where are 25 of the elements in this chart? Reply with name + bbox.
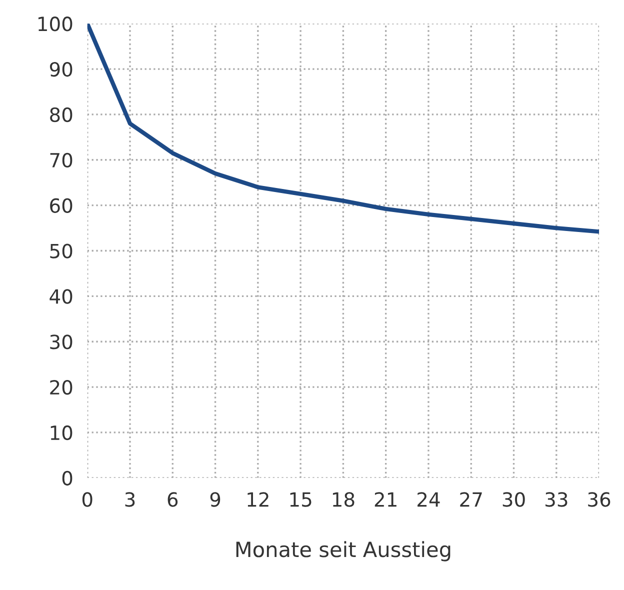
x-tick-label: 3	[125, 492, 135, 507]
x-tick-label: 33	[546, 492, 568, 507]
y-tick-label: 70	[50, 152, 72, 168]
y-tick-label: 50	[50, 244, 72, 258]
x-tick-label: 36	[588, 492, 610, 507]
x-tick-label: 30	[502, 492, 525, 507]
y-tick-label: 20	[50, 380, 72, 395]
x-tick-label: 6	[168, 492, 178, 507]
x-tick-label: 9	[210, 492, 220, 507]
x-tick-label: 18	[332, 492, 354, 507]
y-tick-label: 40	[50, 289, 72, 304]
x-tick-label: 0	[82, 492, 92, 507]
x-tick-label: 24	[418, 492, 440, 507]
y-tick-label: 0	[62, 470, 72, 486]
y-tick-label: 30	[50, 334, 72, 350]
x-tick-label: 12	[248, 492, 268, 507]
y-tick-label: 90	[50, 62, 72, 77]
x-tick-label: 27	[460, 492, 482, 507]
x-tick-label: 21	[374, 492, 396, 507]
y-tick-label: 80	[50, 107, 72, 122]
x-axis-title: Monate seit Ausstieg	[236, 541, 450, 562]
y-tick-label: 60	[50, 198, 72, 213]
y-tick-label: 10	[50, 425, 72, 440]
y-tick-label: 100	[38, 16, 72, 32]
x-tick-label: 15	[290, 492, 312, 507]
